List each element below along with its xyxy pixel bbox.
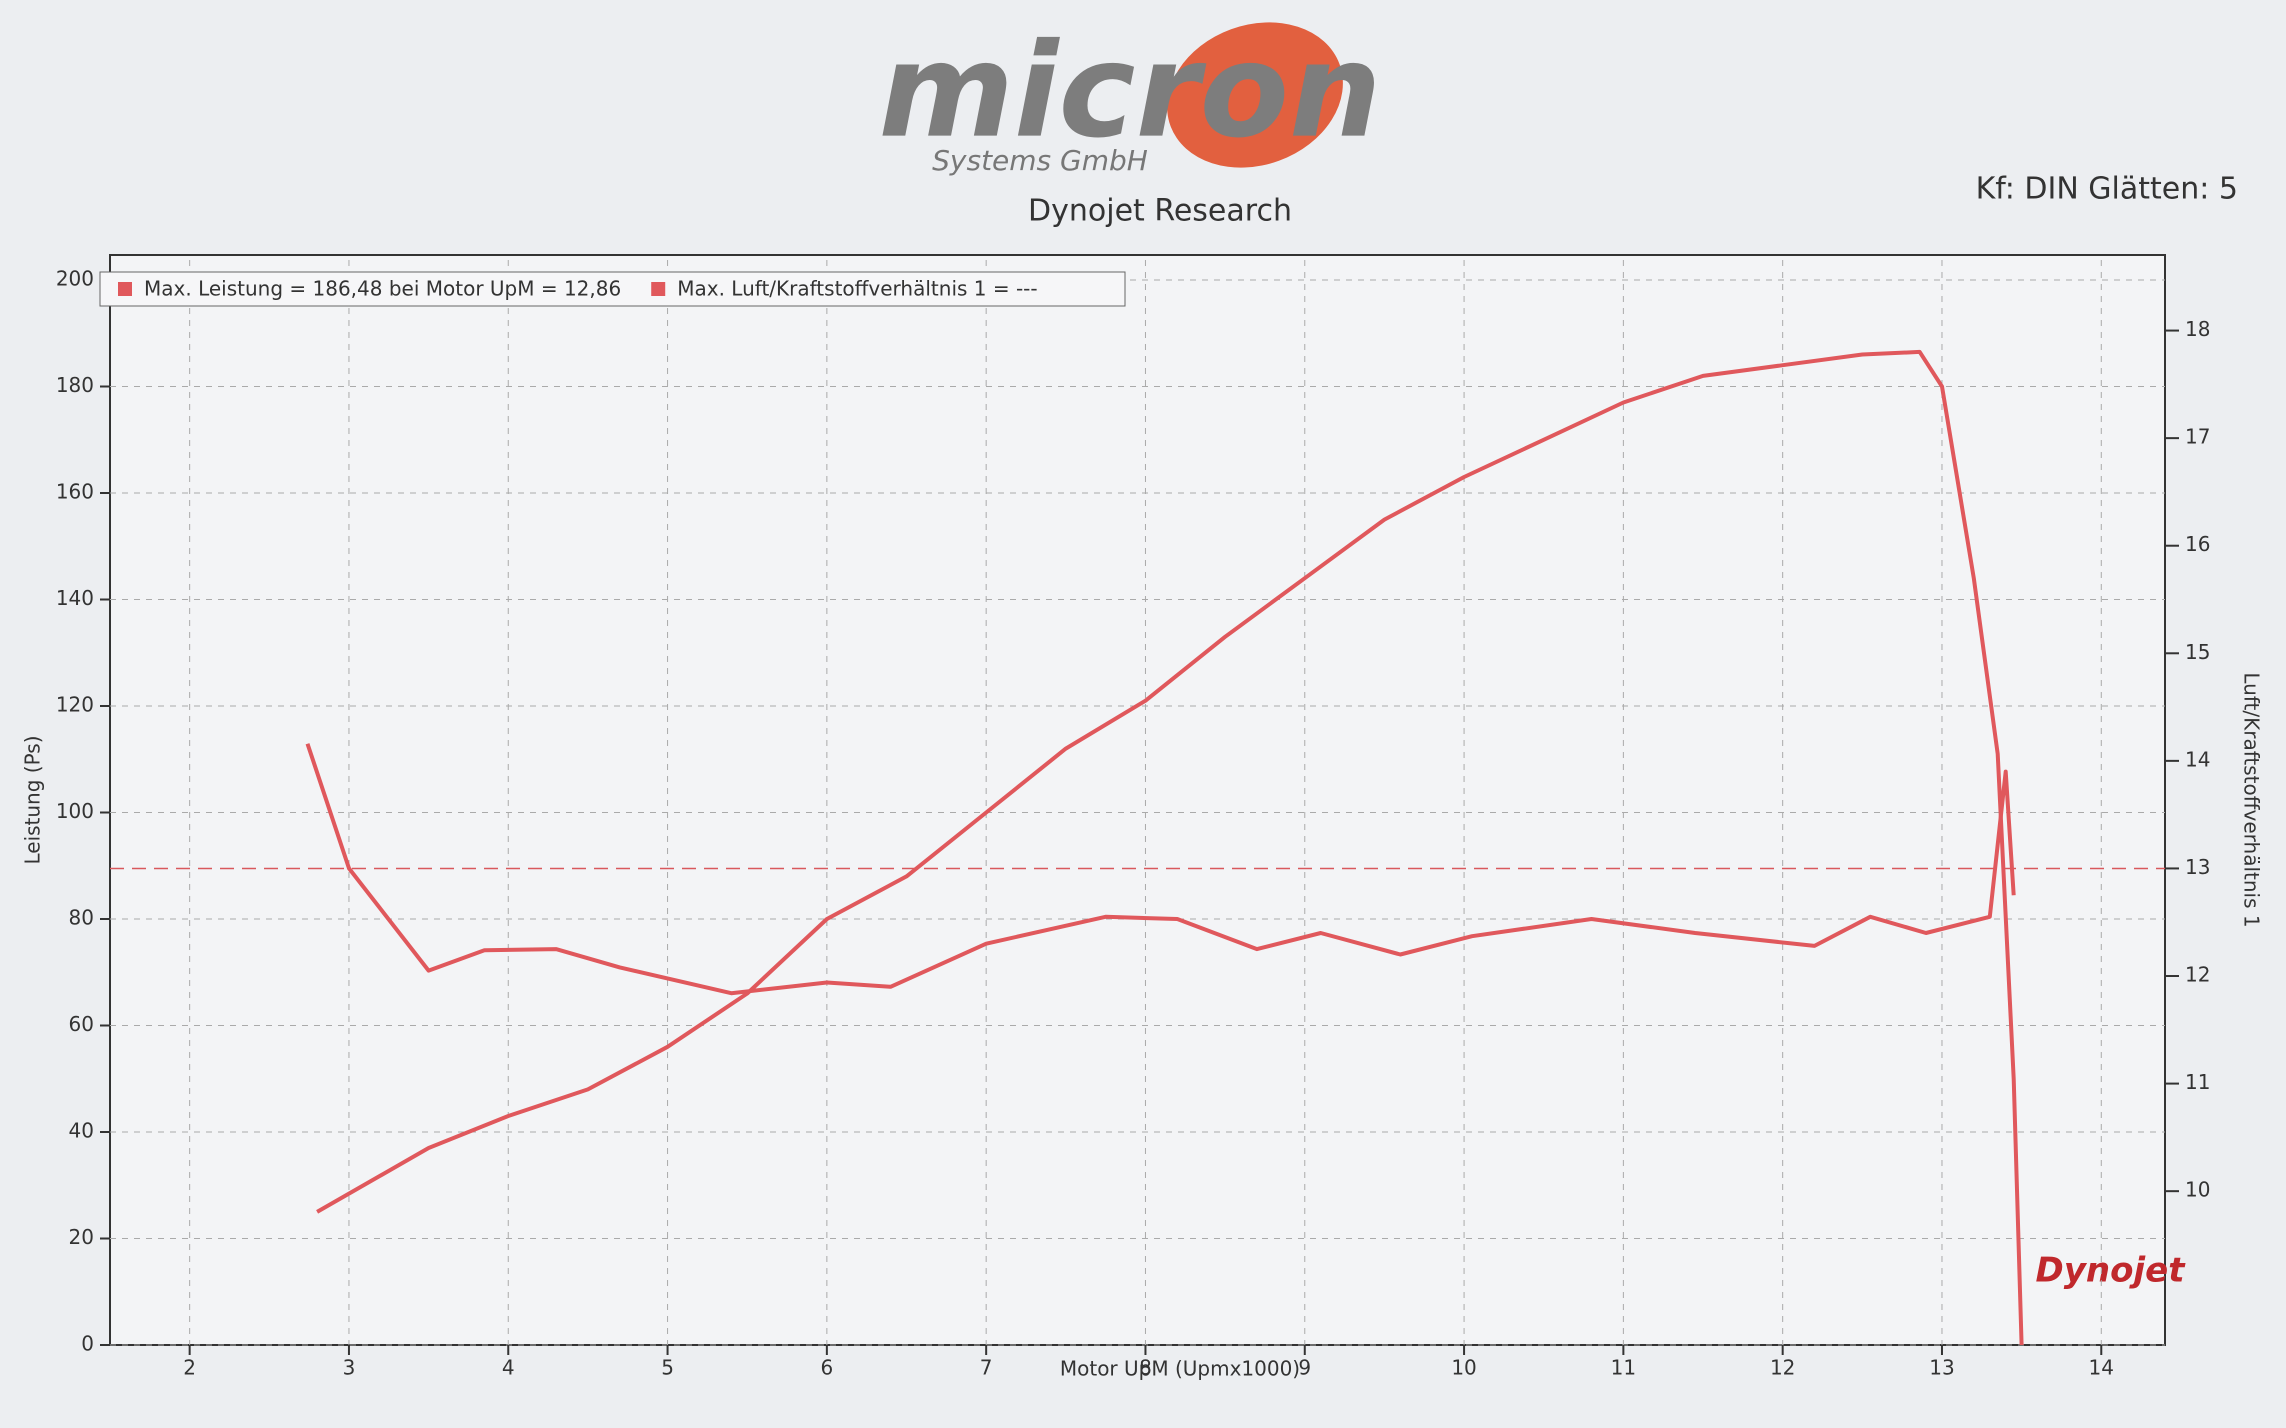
settings: Kf: DIN Glätten: 5 [1976,172,2238,207]
x-tick-label: 8 [1139,1356,1152,1380]
logo: micron [878,15,1381,167]
y-tick-label: 160 [56,480,94,504]
y2-tick-label: 11 [2185,1070,2210,1094]
y-tick-label: 180 [56,373,94,397]
legend-box [99,271,1126,307]
x-tick-label: 2 [183,1356,196,1380]
y2-tick-label: 13 [2185,855,2210,879]
subtitle: Dynojet Research [1028,194,1292,229]
legend-swatch [118,282,132,296]
y-tick-label: 140 [56,586,94,610]
y-tick-label: 40 [69,1119,94,1143]
y-tick-label: 60 [69,1012,94,1036]
legend-label: Max. Leistung = 186,48 bei Motor UpM = 1… [144,277,621,301]
line-series [305,743,2016,996]
x-tick-label: 7 [980,1356,993,1380]
y-tick-label: 120 [56,693,94,717]
y-tick-label: 0 [81,1332,94,1356]
x-tick-label: 11 [1611,1356,1636,1380]
y2-tick-label: 16 [2185,532,2210,556]
x-tick-label: 14 [2089,1356,2114,1380]
watermark: Dynojet [2036,1251,2187,1291]
plot-frame [109,254,2166,1346]
y2-tick-label: 17 [2185,425,2210,449]
x-tick-label: 9 [1298,1356,1311,1380]
y-tick-label: 20 [69,1225,94,1249]
logo-ellipse [1167,22,1343,168]
x-tick-label: 13 [1929,1356,1954,1380]
line-series [316,349,2024,1346]
x-tick-label: 10 [1451,1356,1476,1380]
y2-axis-label: Luft/Kraftstoffverhältnis 1 [2240,672,2264,927]
y2-tick-label: 15 [2185,640,2210,664]
x-axis-label: Motor UpM (Upmx1000) [1060,1357,1300,1381]
x-tick-label: 12 [1770,1356,1795,1380]
y2-tick-label: 12 [2185,963,2210,987]
x-tick-label: 6 [820,1356,833,1380]
y-tick-label: 80 [69,906,94,930]
y-axis-label: Leistung (Ps) [21,735,45,864]
y2-tick-label: 10 [2185,1178,2210,1202]
x-tick-label: 3 [343,1356,356,1380]
x-tick-label: 4 [502,1356,515,1380]
legend-label: Max. Luft/Kraftstoffverhältnis 1 = --- [677,277,1037,301]
y2-tick-label: 18 [2185,317,2210,341]
logo-subtitle: Systems GmbH [932,144,1148,177]
y2-tick-label: 14 [2185,747,2210,771]
legend-swatch [651,282,666,296]
y-tick-label: 100 [56,799,94,823]
y-tick-label: 200 [56,267,94,291]
x-tick-label: 5 [661,1356,674,1380]
